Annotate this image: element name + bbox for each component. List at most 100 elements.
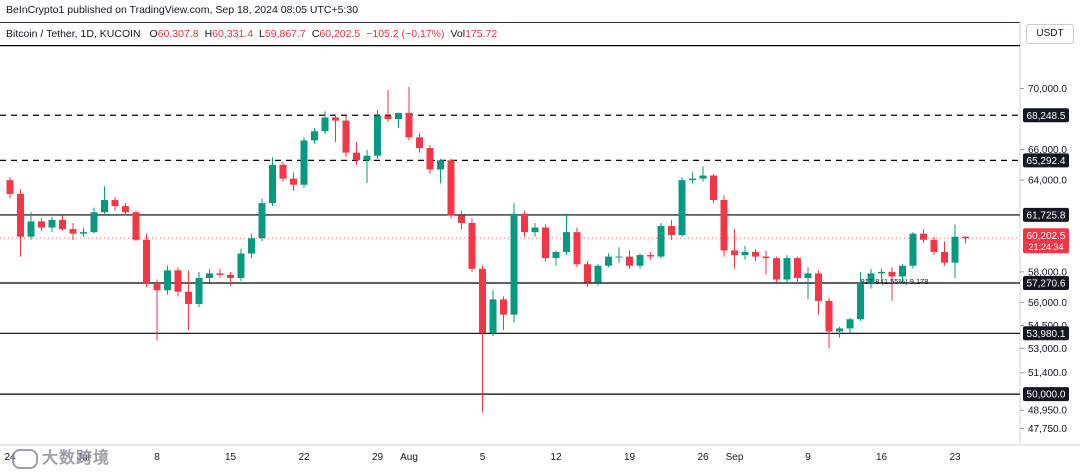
y-tick-label: 66,000.0 [1028, 145, 1067, 156]
candle [132, 210, 140, 242]
candle [720, 195, 728, 257]
candle-body [300, 140, 308, 185]
candle-body [699, 175, 707, 179]
candle-body [731, 250, 738, 256]
candle-body [563, 232, 570, 252]
candle [111, 196, 119, 211]
ohlc-label: C [311, 28, 320, 40]
candle-body [500, 299, 507, 315]
candle-body [164, 270, 171, 291]
last-price-label: 60,202.5 [1027, 231, 1066, 242]
level-tag-label: 65,292.4 [1027, 156, 1066, 167]
candle [836, 326, 843, 338]
candle [216, 268, 224, 278]
level-tag [1023, 207, 1069, 222]
ohlc-label: Vol [450, 28, 466, 40]
candle [48, 216, 56, 233]
candle [353, 141, 360, 165]
candle [773, 256, 780, 283]
watermark-logo: 大数跨境 [12, 444, 110, 469]
candle [731, 229, 738, 269]
candle [437, 158, 444, 184]
candle [668, 219, 675, 240]
candle [38, 218, 45, 231]
candle-body [783, 258, 791, 280]
ohlc-value: 175.72 [465, 28, 498, 40]
candle [468, 218, 476, 272]
y-tick-label: 53,000.0 [1028, 344, 1067, 355]
candle-body [258, 203, 266, 239]
candle [909, 232, 917, 269]
ohlc-item: H60,331.4 [203, 28, 253, 40]
candle-body [962, 236, 969, 239]
x-tick-label: 24 [4, 452, 16, 463]
ohlc-values: O60,307.8 H60,331.4 L59,867.7 C60,202.5 −105… [144, 28, 498, 40]
x-tick-label: 19 [624, 452, 636, 463]
ohlc-item: O60,307.8 [148, 28, 199, 40]
candle-body [290, 178, 297, 185]
candle [164, 265, 171, 295]
candle-body [636, 255, 644, 266]
y-tick-label: 58,000.0 [1028, 267, 1067, 278]
candle [920, 229, 927, 243]
candle-body [720, 200, 728, 251]
candle [521, 210, 528, 237]
x-tick-label: 23 [949, 452, 961, 463]
candle [951, 224, 959, 278]
candle-body [248, 238, 255, 254]
candle-body [353, 152, 360, 161]
candle [101, 186, 108, 214]
price-axis: 70,000.0 66,000.0 64,000.0 58,000.0 56,000.0… [1020, 84, 1067, 435]
candle-body [804, 273, 812, 278]
candle [510, 203, 518, 323]
candle [657, 222, 665, 259]
candle [17, 189, 24, 257]
candle [321, 111, 329, 135]
candle-body [552, 251, 560, 259]
candle-body [510, 213, 518, 315]
candle-body [489, 299, 497, 334]
candle [594, 264, 602, 286]
ohlc-item: L59,867.7 [257, 28, 306, 40]
candle [248, 233, 255, 259]
candle [689, 172, 696, 184]
candle [857, 271, 864, 321]
level-tag-label: 53,980.1 [1027, 329, 1066, 340]
symbol-legend: Bitcoin / Tether, 1D, KUCOIN O60,307.8 H6… [6, 28, 497, 40]
countdown-label: 21:24:34 [1028, 242, 1063, 252]
candle-body [384, 115, 392, 120]
candle [332, 114, 339, 142]
header-divider [0, 22, 1020, 23]
ohlc-label: L [259, 28, 265, 40]
candle [405, 86, 413, 141]
candle [626, 250, 633, 269]
candle [90, 207, 98, 234]
candle-body [6, 180, 14, 194]
candle-body [762, 256, 770, 259]
x-tick-label: 29 [372, 452, 384, 463]
candle-body [710, 175, 717, 201]
candle-body [930, 239, 938, 252]
candle-body [395, 112, 402, 120]
watermark-icon [12, 448, 38, 469]
candle-body [941, 251, 948, 263]
x-tick-label: 26 [697, 452, 709, 463]
candle-body [626, 256, 633, 266]
chart-grid [0, 22, 1080, 446]
candle-body [846, 319, 854, 329]
candle [500, 296, 507, 330]
candle [762, 250, 770, 275]
candle-body [878, 271, 885, 274]
currency-badge[interactable]: USDT [1026, 24, 1074, 44]
candle [227, 271, 234, 286]
candle-body [69, 229, 77, 234]
candle-body [311, 131, 318, 141]
candle [174, 267, 182, 297]
candle-body [90, 212, 98, 233]
ohlc-value: −105.2 (−0.17%) [366, 28, 445, 40]
x-tick-label: Sep [726, 452, 744, 463]
candle-body [458, 215, 465, 223]
candle [59, 215, 66, 231]
candle-body [332, 117, 339, 121]
